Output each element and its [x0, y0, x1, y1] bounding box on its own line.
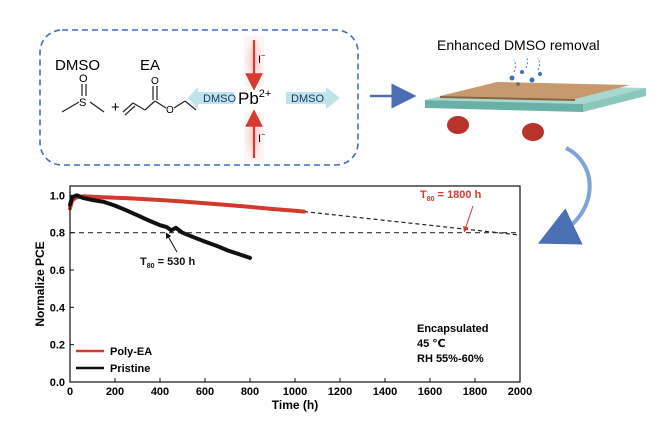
annotation-arrow-pristine	[165, 232, 178, 253]
device-foot-right	[522, 123, 544, 141]
dmso-oxygen: O	[79, 73, 88, 85]
x-tick-label: 1600	[418, 386, 442, 398]
reaction-scheme: DMSO S O + EA O O I− I−	[39, 29, 359, 166]
dmso-arrow-right-label: DMSO	[291, 93, 324, 105]
y-tick-label: 0.6	[50, 265, 65, 277]
dashed-box	[39, 29, 359, 166]
plus-sign: +	[111, 99, 120, 116]
condition-encapsulated: Encapsulated	[417, 323, 489, 335]
x-tick-label: 1800	[463, 386, 487, 398]
y-axis-label: Normalize PCE	[33, 241, 47, 326]
x-tick-label: 1400	[373, 386, 397, 398]
legend: Poly-EA Pristine	[76, 346, 152, 375]
ea-oxygen-carbonyl: O	[151, 76, 159, 87]
stability-chart: 0 200 400 600 800 1000 1200 1400 1600 1800 2000 0.0…	[33, 185, 532, 412]
dmso-arrow-left	[188, 87, 234, 109]
device-illustration: Enhanced DMSO removal	[425, 37, 646, 141]
iodide-label-top: I−	[258, 53, 265, 66]
legend-label-pristine: Pristine	[110, 363, 150, 375]
film-layer	[440, 82, 630, 99]
x-tick-label: 1000	[283, 386, 307, 398]
y-tick-label: 0.4	[50, 302, 66, 314]
ea-molecule	[122, 86, 197, 116]
y-tick-label: 1.0	[50, 190, 65, 202]
x-axis-label: Time (h)	[272, 398, 318, 412]
ea-label: EA	[140, 57, 160, 74]
x-tick-label: 400	[151, 386, 169, 398]
substrate-side	[583, 88, 646, 112]
dmso-sulfur: S	[79, 97, 86, 109]
dmso-arrow-right	[286, 87, 340, 109]
x-tick-label: 2000	[508, 386, 532, 398]
substrate-front	[425, 100, 583, 112]
x-tick-label: 1200	[328, 386, 352, 398]
y-tick-label: 0.2	[50, 340, 65, 352]
x-tick-label: 200	[106, 386, 124, 398]
y-tick-label: 0.0	[50, 377, 65, 389]
x-tick-label: 600	[196, 386, 214, 398]
x-tick-label: 0	[67, 386, 73, 398]
film-edge	[440, 96, 575, 101]
iodide-label-bottom: I−	[258, 132, 265, 145]
device-foot-left	[447, 116, 469, 134]
escaping-molecules	[509, 55, 542, 86]
test-conditions: Encapsulated 45 ℃ RH 55%-60%	[417, 323, 489, 365]
series-line-pristine	[68, 193, 252, 260]
x-tick-label: 800	[241, 386, 259, 398]
y-tick-label: 0.8	[50, 228, 65, 240]
dmso-arrow-left-label: DMSO	[203, 93, 236, 105]
annotation-t80-poly-ea: T80 = 1800 h	[420, 189, 482, 203]
annotation-t80-pristine: T80 = 530 h	[140, 256, 195, 270]
condition-temperature: 45 ℃	[417, 338, 446, 350]
legend-label-poly-ea: Poly-EA	[110, 346, 152, 358]
extrapolation-line	[303, 210, 521, 236]
curved-arrow	[537, 146, 592, 245]
dmso-label: DMSO	[55, 57, 100, 74]
condition-humidity: RH 55%-60%	[417, 353, 484, 365]
dmso-molecule	[61, 84, 105, 113]
removal-title: Enhanced DMSO removal	[437, 37, 600, 53]
ea-oxygen-ester: O	[166, 105, 174, 116]
annotation-arrow-poly-ea	[463, 205, 474, 233]
pb-ion: Pb2+	[238, 88, 271, 108]
